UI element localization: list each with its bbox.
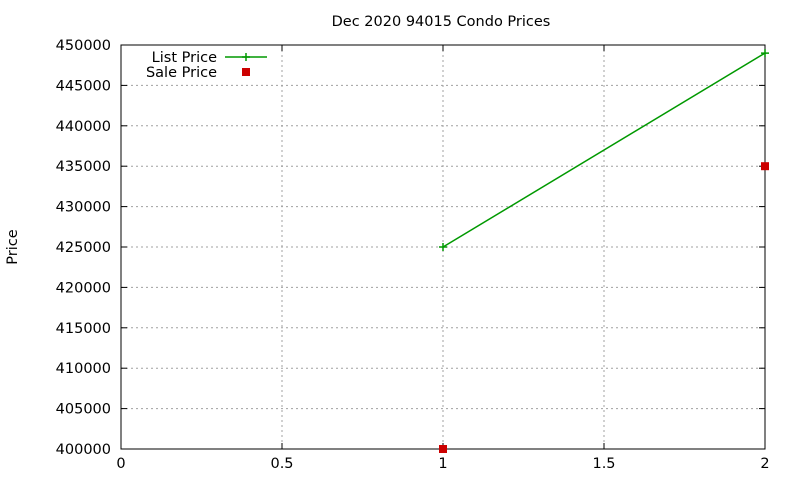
list-price-point xyxy=(761,49,769,58)
x-tick-label: 2 xyxy=(760,456,769,472)
y-tick-label: 400000 xyxy=(56,442,111,458)
sale-price-point xyxy=(439,445,447,453)
legend-marker-sale-price xyxy=(242,68,250,76)
y-tick-label: 445000 xyxy=(56,78,111,94)
x-tick-label: 0.5 xyxy=(270,456,293,472)
y-axis-label: Price xyxy=(5,229,21,264)
grid-lines xyxy=(121,45,765,449)
y-tick-label: 450000 xyxy=(56,38,111,54)
sale-price-point xyxy=(761,162,769,171)
legend-marker-list-price xyxy=(242,53,250,61)
y-tick-label: 405000 xyxy=(56,402,111,418)
y-tick-label: 415000 xyxy=(56,321,111,337)
legend-label-list-price: List Price xyxy=(152,50,217,66)
chart-title: Dec 2020 94015 Condo Prices xyxy=(332,14,551,30)
y-tick-label: 410000 xyxy=(56,361,111,377)
sale-price-series xyxy=(439,162,769,453)
y-tick-label: 425000 xyxy=(56,240,111,256)
axis-ticks: 400000 405000 410000 415000 420000 425000 4300… xyxy=(56,38,770,472)
y-tick-label: 440000 xyxy=(56,119,111,135)
y-tick-label: 420000 xyxy=(56,280,111,296)
list-price-line xyxy=(442,52,766,248)
list-price-series xyxy=(439,49,769,251)
series-layer xyxy=(439,49,769,453)
x-tick-label: 1.5 xyxy=(592,456,615,472)
x-tick-label: 1 xyxy=(438,456,447,472)
x-tick-label: 0 xyxy=(116,456,125,472)
list-price-point xyxy=(439,243,447,251)
legend-label-sale-price: Sale Price xyxy=(146,65,217,81)
y-tick-label: 430000 xyxy=(56,200,111,216)
y-tick-label: 435000 xyxy=(56,159,111,175)
